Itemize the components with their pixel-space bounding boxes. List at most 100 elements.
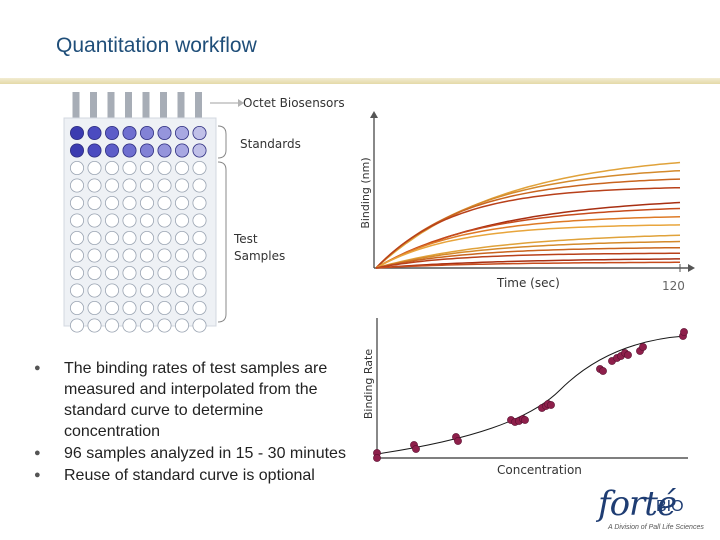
- sample-well: [105, 213, 120, 228]
- test-samples-bracket: [217, 161, 227, 323]
- page-title: Quantitation workflow: [56, 34, 257, 57]
- standard-point: [412, 445, 420, 453]
- sample-well: [174, 160, 189, 175]
- sample-well: [105, 195, 120, 210]
- plate-wells: [70, 126, 207, 333]
- biosensor-pin: [125, 92, 132, 118]
- standard-well: [157, 126, 172, 141]
- standard-curve-points: [373, 328, 688, 462]
- association-curve: [375, 252, 680, 269]
- standard-well: [157, 143, 172, 158]
- sample-well: [87, 178, 102, 193]
- binding-y-label: Binding (nm): [359, 157, 372, 228]
- biosensor-pin: [195, 92, 202, 118]
- sensors-label: Octet Biosensors: [243, 96, 345, 110]
- standard-well: [70, 126, 85, 141]
- binding-x-arrow: [688, 264, 695, 272]
- sample-well: [174, 265, 189, 280]
- binding-x-label: Time (sec): [497, 276, 560, 290]
- sample-well: [139, 195, 154, 210]
- bullet-dot: ●: [34, 362, 41, 374]
- title-divider: [0, 78, 720, 84]
- sample-well: [87, 265, 102, 280]
- standards-bracket: [217, 125, 227, 159]
- sample-well: [174, 195, 189, 210]
- standard-point: [680, 328, 688, 336]
- fortebio-logo: forté BIO A Division of Pall Life Scienc…: [598, 484, 714, 536]
- sample-well: [139, 213, 154, 228]
- standard-curve-chart: Binding Rate: [362, 318, 688, 462]
- association-curve: [375, 216, 681, 269]
- association-curve: [375, 246, 680, 269]
- association-curve: [375, 261, 680, 269]
- standard-well: [87, 143, 102, 158]
- sample-well: [87, 318, 102, 333]
- bullet-text: Reuse of standard curve is optional: [64, 467, 315, 484]
- sample-well: [105, 160, 120, 175]
- standard-well: [105, 126, 120, 141]
- sample-well: [105, 265, 120, 280]
- sample-well: [139, 300, 154, 315]
- standard-well: [192, 143, 207, 158]
- sample-well: [157, 283, 172, 298]
- bullet-text: 96 samples analyzed in 15 - 30 minutes: [64, 445, 346, 462]
- standard-well: [70, 143, 85, 158]
- biosensor-pin: [177, 92, 185, 118]
- sample-well: [157, 265, 172, 280]
- sample-well: [87, 300, 102, 315]
- sample-well: [157, 300, 172, 315]
- biosensor-pin: [160, 92, 167, 118]
- sample-well: [87, 195, 102, 210]
- sample-well: [174, 230, 189, 245]
- association-curves: [375, 161, 681, 269]
- sample-well: [105, 318, 120, 333]
- sample-well: [192, 178, 207, 193]
- standard-well: [122, 143, 137, 158]
- association-curve: [375, 186, 681, 269]
- sample-well: [105, 230, 120, 245]
- sample-well: [70, 195, 85, 210]
- standard-point: [624, 351, 632, 359]
- standard-point: [373, 454, 381, 462]
- association-curve: [375, 240, 681, 269]
- sample-well: [139, 178, 154, 193]
- sample-well: [70, 265, 85, 280]
- sample-well: [87, 160, 102, 175]
- sample-well: [174, 283, 189, 298]
- sensor-arrow-head: [238, 99, 244, 107]
- standard-well: [139, 143, 154, 158]
- sample-well: [87, 283, 102, 298]
- standard-point: [454, 437, 462, 445]
- biosensor-pin: [72, 92, 80, 118]
- sample-well: [139, 318, 154, 333]
- sample-well: [105, 283, 120, 298]
- association-curve: [375, 224, 681, 269]
- sample-well: [105, 300, 120, 315]
- sample-well: [174, 300, 189, 315]
- sample-well: [157, 318, 172, 333]
- sample-well: [192, 283, 207, 298]
- sample-well: [70, 318, 85, 333]
- sample-well: [157, 178, 172, 193]
- sample-well: [70, 178, 85, 193]
- sample-well: [157, 213, 172, 228]
- standards-label: Standards: [240, 137, 301, 151]
- sample-well: [70, 230, 85, 245]
- sample-well: [87, 213, 102, 228]
- std-y-label: Binding Rate: [362, 349, 375, 420]
- sample-well: [192, 195, 207, 210]
- sample-well: [192, 265, 207, 280]
- sample-well: [157, 230, 172, 245]
- bullet-dot: ●: [34, 469, 41, 481]
- sample-well: [139, 265, 154, 280]
- association-curve: [375, 161, 681, 269]
- standard-well: [122, 126, 137, 141]
- standard-well: [174, 126, 189, 141]
- standard-point: [639, 343, 647, 351]
- bullet-text: The binding rates of test samples are me…: [64, 360, 328, 440]
- sample-well: [105, 248, 120, 263]
- sample-well: [122, 213, 137, 228]
- sample-well: [87, 248, 102, 263]
- sample-well: [122, 283, 137, 298]
